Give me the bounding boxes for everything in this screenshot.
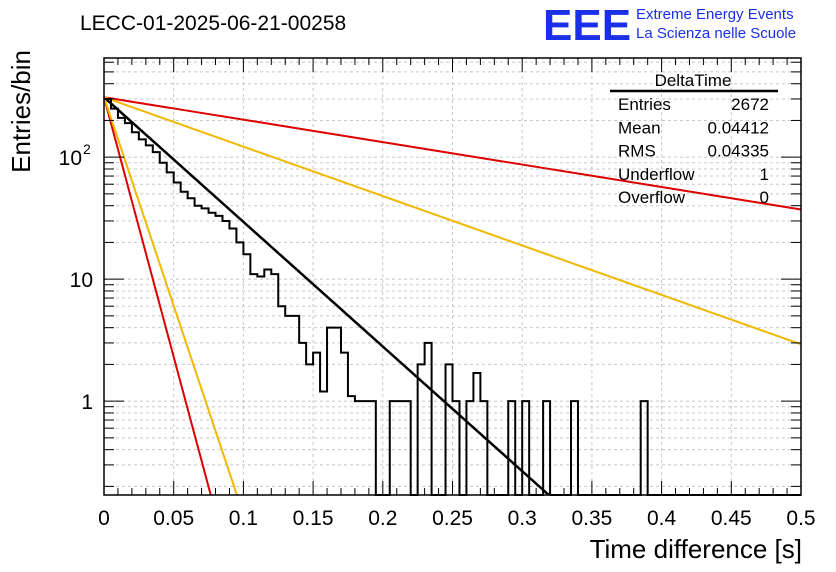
grid — [104, 58, 801, 495]
fit-curve-4 — [103, 96, 212, 496]
x-tick-label: 0.2 — [368, 507, 397, 530]
y-tick-label: 10 — [59, 147, 82, 170]
stats-rows: Entries 2672 Mean 0.04412 RMS 0.04335 Underflo… — [618, 95, 769, 207]
logo-mark: EEE — [543, 1, 631, 50]
stats-value: 0 — [760, 188, 769, 207]
plot-title: LECC-01-2025-06-21-00258 — [80, 12, 346, 35]
logo-line-2: La Scienza nelle Scuole — [636, 25, 796, 42]
y-tick-label: 1 — [81, 391, 93, 414]
stats-label: Mean — [618, 118, 661, 137]
x-tick-label: 0.15 — [293, 507, 334, 530]
stats-title: DeltaTime — [655, 71, 732, 90]
plot-area — [103, 57, 802, 496]
stats-label: Entries — [618, 95, 671, 114]
fit-curves — [103, 96, 802, 496]
stats-value: 0.04412 — [708, 118, 769, 137]
x-axis-label: Time difference [s] — [590, 534, 802, 564]
x-tick-label: 0.05 — [153, 507, 194, 530]
stats-label: Overflow — [618, 188, 686, 207]
logo-line-1: Extreme Energy Events — [636, 6, 794, 23]
stats-value: 0.04335 — [708, 142, 769, 161]
stats-label: RMS — [618, 142, 656, 161]
fit-curve-3 — [103, 96, 802, 346]
stats-label: Underflow — [618, 165, 695, 184]
x-tick-label: 0.25 — [432, 507, 473, 530]
fit-curve-5 — [103, 96, 238, 496]
eee-logo: EEE Extreme Energy Events La Scienza nel… — [543, 1, 796, 50]
x-tick-label: 0 — [98, 507, 110, 530]
x-tick-label: 0.35 — [571, 507, 612, 530]
y-tick-label-base: 1 — [81, 391, 93, 414]
x-tick-label: 0.45 — [711, 507, 752, 530]
fit-curve-2 — [103, 96, 802, 211]
y-tick-label-base: 10 — [59, 147, 82, 170]
y-tick-label-exponent: 2 — [83, 141, 91, 157]
stats-value: 2672 — [731, 95, 769, 114]
x-tick-label: 0.1 — [229, 507, 258, 530]
x-tick-label: 0.3 — [508, 507, 537, 530]
y-tick-label-base: 10 — [70, 269, 93, 292]
stats-value: 1 — [760, 165, 769, 184]
axis-ticks — [103, 58, 802, 495]
histogram-line — [104, 97, 801, 496]
stats-box: DeltaTime Entries 2672 Mean 0.04412 RMS 0.043… — [610, 71, 778, 207]
y-tick-label: 10 — [70, 269, 93, 292]
x-tick-labels: 0 0.05 0.1 0.15 0.2 0.25 0.3 0.35 0.4 0.45 0.5 — [98, 507, 815, 530]
y-axis-label: Entries/bin — [6, 50, 36, 173]
fit-curve-1 — [103, 96, 550, 496]
x-tick-label: 0.4 — [647, 507, 677, 530]
x-tick-label: 0.5 — [786, 507, 815, 530]
